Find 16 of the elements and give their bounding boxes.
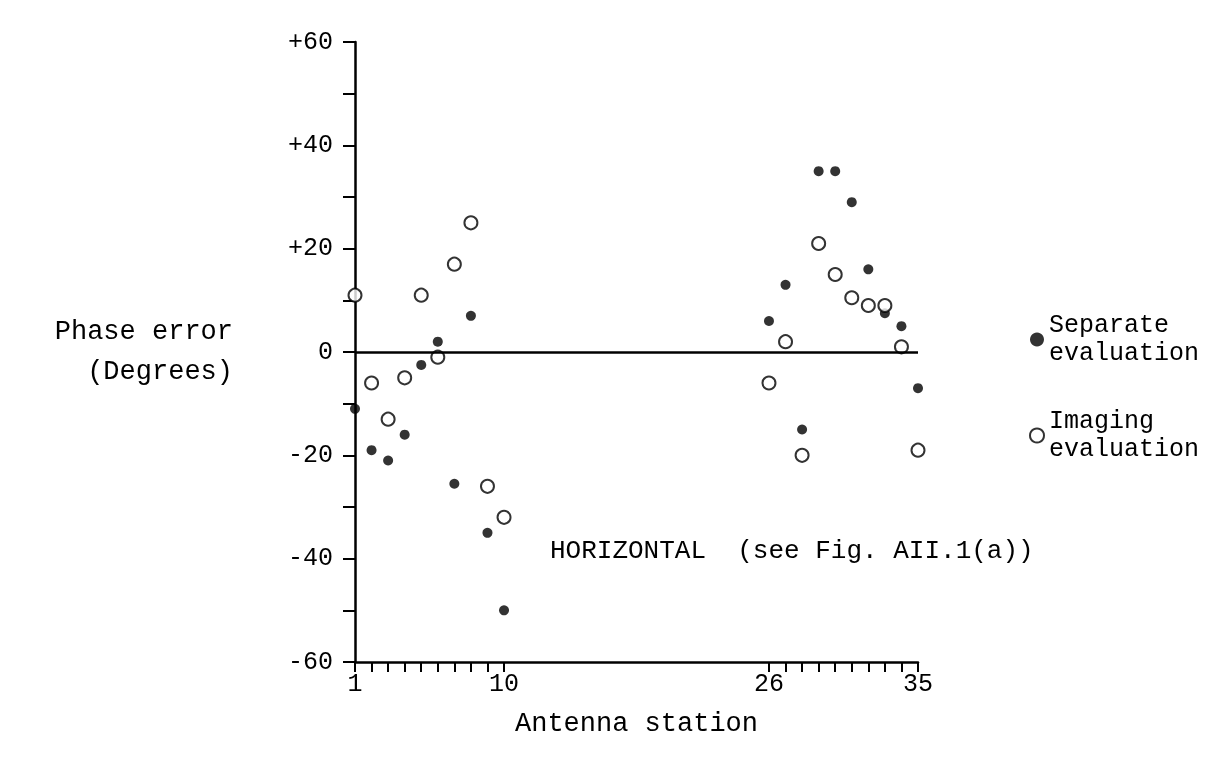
x-tick-label: 26: [753, 670, 784, 699]
y-tick-label: +40: [287, 130, 333, 160]
annotation: HORIZONTAL (see Fig. AII.1(a)): [550, 536, 1034, 566]
y-tick-label: +20: [287, 234, 333, 264]
x-tick-label: 1: [347, 670, 363, 699]
y-tick-label: 0: [317, 337, 333, 367]
x-axis-title: Antenna station: [514, 708, 759, 739]
y-axis-title: Phase error (Degrees): [54, 317, 233, 387]
legend-label: Imaging evaluation: [1049, 407, 1200, 464]
legend-label: Separate evaluation: [1049, 311, 1200, 368]
x-tick-label: 35: [902, 670, 934, 699]
y-tick-label: -60: [287, 647, 333, 677]
y-tick-label: -20: [287, 440, 333, 470]
y-tick-label: -40: [287, 544, 333, 574]
y-tick-label: +60: [287, 27, 333, 57]
x-tick-label: 10: [489, 670, 520, 699]
